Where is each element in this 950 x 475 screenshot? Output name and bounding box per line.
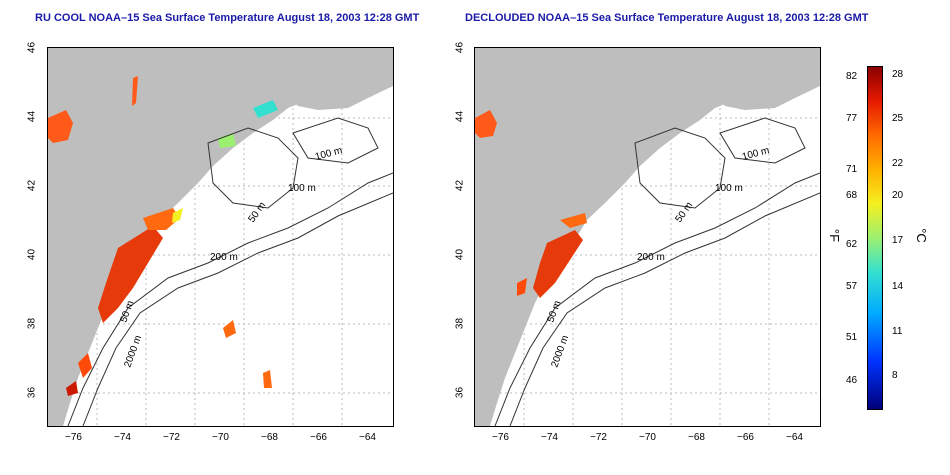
sst-patches (475, 110, 587, 298)
nova-scotia-land (710, 58, 820, 110)
y-tick-38-left: 38 (26, 317, 38, 330)
y-tick-44-left: 44 (26, 110, 38, 123)
x-tick-70-left: −70 (212, 432, 229, 443)
celsius-tick-20: 20 (892, 190, 904, 201)
celsius-unit-label: °C (913, 228, 929, 243)
nova-scotia-land (283, 58, 393, 110)
fahrenheit-tick-57: 57 (846, 281, 858, 292)
y-tick-40-left: 40 (26, 248, 38, 261)
x-tick-68-left: −68 (261, 432, 278, 443)
contour-label-50m-a: 50 m (246, 200, 268, 225)
x-tick-76-left: −76 (65, 432, 82, 443)
bathymetry-contours (494, 117, 820, 426)
x-tick-72-right: −72 (590, 432, 607, 443)
land-mass (48, 48, 393, 426)
contour-label-200m: 200 m (637, 252, 665, 263)
y-tick-36-left: 36 (26, 386, 38, 399)
contour-label-2000m: 2000 m (549, 334, 571, 369)
right-panel-title: DECLOUDED NOAA–15 Sea Surface Temperatur… (465, 12, 869, 24)
x-tick-68-right: −68 (688, 432, 705, 443)
fahrenheit-tick-46: 46 (846, 375, 858, 386)
celsius-tick-25: 25 (892, 113, 904, 124)
left-map: 100 m 100 m 50 m 200 m 50 m 2000 m (47, 47, 394, 427)
contour-label-100m-b: 100 m (715, 183, 743, 194)
contour-label-50m-b: 50 m (545, 299, 563, 324)
right-map: 100 m 100 m 50 m 200 m 50 m 2000 m (474, 47, 821, 427)
celsius-tick-22: 22 (892, 158, 904, 169)
grid-lines (475, 48, 820, 426)
x-tick-64-left: −64 (359, 432, 376, 443)
fahrenheit-tick-82: 82 (846, 71, 858, 82)
y-tick-42-right: 42 (454, 179, 466, 192)
land-mass (475, 48, 820, 426)
fahrenheit-tick-68: 68 (846, 190, 858, 201)
y-tick-40-right: 40 (454, 248, 466, 261)
x-tick-76-right: −76 (492, 432, 509, 443)
bathymetry-contours (67, 117, 393, 426)
y-tick-42-left: 42 (26, 179, 38, 192)
y-tick-36-right: 36 (454, 386, 466, 399)
fahrenheit-tick-77: 77 (846, 113, 858, 124)
x-tick-74-right: −74 (541, 432, 558, 443)
y-tick-44-right: 44 (454, 110, 466, 123)
x-tick-66-left: −66 (310, 432, 327, 443)
y-tick-46-left: 46 (26, 41, 38, 54)
contour-label-2000m: 2000 m (122, 334, 144, 369)
fahrenheit-tick-71: 71 (846, 164, 858, 175)
celsius-tick-14: 14 (892, 281, 904, 292)
celsius-tick-8: 8 (892, 370, 898, 381)
fahrenheit-tick-62: 62 (846, 239, 858, 250)
contour-label-100m-b: 100 m (288, 183, 316, 194)
contour-label-50m-a: 50 m (673, 200, 695, 225)
celsius-tick-28: 28 (892, 69, 904, 80)
x-tick-70-right: −70 (639, 432, 656, 443)
color-scale-bar (867, 66, 883, 410)
y-tick-38-right: 38 (454, 317, 466, 330)
left-panel-title: RU COOL NOAA–15 Sea Surface Temperature … (35, 12, 420, 24)
sst-patches (48, 76, 278, 396)
x-tick-66-right: −66 (737, 432, 754, 443)
contour-label-200m: 200 m (210, 252, 238, 263)
fahrenheit-tick-51: 51 (846, 332, 858, 343)
y-tick-46-right: 46 (454, 41, 466, 54)
grid-lines (48, 48, 393, 426)
x-tick-64-right: −64 (786, 432, 803, 443)
celsius-tick-17: 17 (892, 235, 904, 246)
x-tick-72-left: −72 (163, 432, 180, 443)
x-tick-74-left: −74 (114, 432, 131, 443)
fahrenheit-unit-label: °F (827, 228, 843, 243)
celsius-tick-11: 11 (892, 326, 903, 337)
